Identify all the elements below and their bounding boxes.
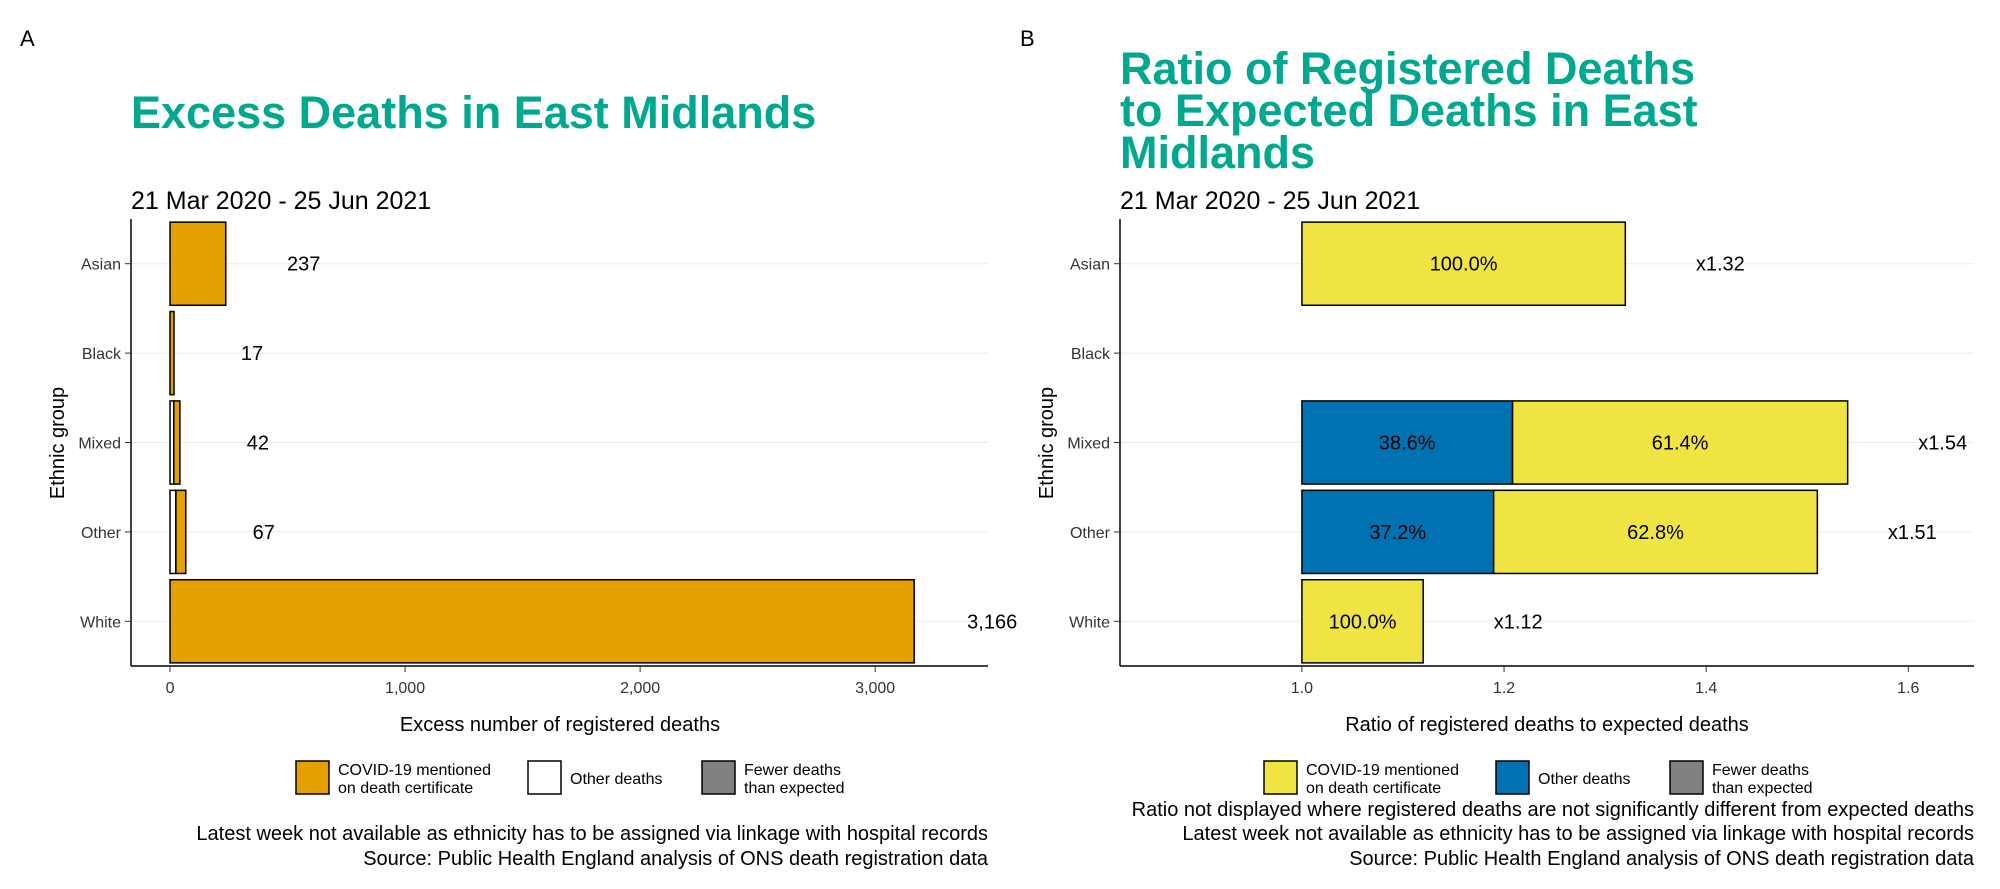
panel-a-x-axis-title: Excess number of registered deaths: [400, 714, 720, 736]
panel-b-share-label: 37.2%: [1369, 522, 1426, 544]
panel-b-share-label: 62.8%: [1627, 522, 1684, 544]
panel-b-legend-swatch: [1263, 760, 1298, 795]
panel-b-y-axis-title: Ethnic group: [1036, 387, 1058, 499]
panel-a-legend-label: Other deaths: [570, 771, 663, 788]
panel-b-legend-label: COVID-19 mentioned: [1306, 762, 1459, 779]
panel-a-x-tick-label: 2,000: [620, 680, 660, 697]
panel-a-y-tick-label: White: [80, 614, 121, 631]
panel-a-y-tick-label: Black: [82, 346, 122, 363]
panel-b-label: B: [1020, 26, 1035, 51]
panel-a-legend-label: COVID-19 mentioned: [338, 762, 491, 779]
panel-b-plot: Asian Black Mixed Other White 1.0 1.2 1.4 1.6 100…: [1067, 219, 1974, 797]
panel-b-legend-label: than expected: [1712, 780, 1813, 797]
panel-b-title-line-1: Ratio of Registered Deaths: [1120, 43, 1695, 94]
panel-a-data-label: 3,166: [967, 611, 1017, 633]
panel-a-footnote-1: Latest week not available as ethnicity h…: [196, 823, 988, 845]
panel-b-ratio-label: x1.54: [1918, 433, 1967, 455]
panel-b-x-axis-title: Ratio of registered deaths to expected d…: [1345, 714, 1749, 736]
panel-b-ratio-label: x1.32: [1696, 254, 1745, 276]
panel-b-y-tick-label: Mixed: [1067, 436, 1110, 453]
panel-a-x-tick-label: 1,000: [385, 680, 425, 697]
panel-b-x-tick-label: 1.6: [1897, 680, 1919, 697]
panel-b-legend-label: on death certificate: [1306, 780, 1441, 797]
panel-a-legend-label: than expected: [744, 780, 845, 797]
panel-b-x-tick-label: 1.4: [1695, 680, 1717, 697]
panel-a-subtitle: 21 Mar 2020 - 25 Jun 2021: [131, 187, 431, 215]
panel-a-title: Excess Deaths in East Midlands: [131, 87, 816, 138]
panel-b-x-tick-label: 1.0: [1291, 680, 1313, 697]
panel-a-bar-white: [169, 578, 915, 664]
panel-b-y-tick-label: Black: [1071, 346, 1111, 363]
panel-a-data-label: 237: [287, 254, 320, 276]
panel-a-y-tick-label: Other: [81, 525, 122, 542]
panel-a-bar-other: [169, 489, 177, 575]
panel-a-legend-label: on death certificate: [338, 780, 473, 797]
panel-b-share-label: 100.0%: [1329, 611, 1397, 633]
panel-a-bar-black: [169, 310, 175, 396]
panel-a-data-label: 42: [247, 433, 269, 455]
panel-b-legend-swatch: [1495, 760, 1530, 795]
panel-a-bar-other: [175, 489, 187, 575]
panel-b-subtitle: 21 Mar 2020 - 25 Jun 2021: [1120, 187, 1420, 215]
panel-b-legend-label: Fewer deaths: [1712, 762, 1809, 779]
panel-a-x-tick-label: 3,000: [855, 680, 895, 697]
panel-a-plot: Asian Black Mixed Other White 0 1,000 2,000 3,00…: [78, 219, 1017, 797]
panel-b-ratio-label: x1.12: [1494, 611, 1543, 633]
panel-b-bar-mixed: [1511, 400, 1849, 485]
panel-b-ratio-label: x1.51: [1888, 522, 1937, 544]
panel-b-y-tick-label: White: [1069, 614, 1110, 631]
panel-a-y-tick-label: Asian: [81, 257, 121, 274]
panel-a-legend-label: Fewer deaths: [744, 762, 841, 779]
panel-a-x-tick-label: 0: [166, 680, 175, 697]
panel-a-y-axis-title: Ethnic group: [47, 387, 69, 499]
panel-b-share-label: 61.4%: [1652, 433, 1709, 455]
panel-b-x-tick-label: 1.2: [1493, 680, 1515, 697]
panel-b-legend-swatch: [1669, 760, 1704, 795]
panel-a-data-label: 67: [253, 522, 275, 544]
panel-a-label: A: [20, 26, 35, 51]
panel-a-data-label: 17: [241, 343, 263, 365]
panel-a-y-tick-label: Mixed: [78, 436, 121, 453]
panel-b-footnote-3: Source: Public Health England analysis o…: [1349, 848, 1975, 870]
panel-b-title-line-2: to Expected Deaths in East: [1120, 85, 1698, 136]
panel-a-legend-swatch: [295, 760, 330, 795]
panel-b-bar-asian: [1301, 221, 1627, 307]
panel-b-share-label: 100.0%: [1430, 254, 1498, 276]
panel-b-title-line-3: Midlands: [1120, 127, 1315, 178]
panel-b-footnote-2: Latest week not available as ethnicity h…: [1182, 823, 1974, 845]
panel-b-bar-other: [1492, 489, 1819, 575]
panel-a-bar-asian: [169, 221, 227, 307]
panel-b-y-tick-label: Asian: [1070, 257, 1110, 274]
panel-a-legend-swatch: [527, 760, 562, 795]
panel-a-legend-swatch: [701, 760, 736, 795]
panel-b-y-tick-label: Other: [1070, 525, 1111, 542]
panel-b-legend-label: Other deaths: [1538, 771, 1631, 788]
panel-a-bar-mixed: [173, 400, 181, 485]
panel-b-bar-white: [1301, 578, 1424, 664]
panel-a-footnote-2: Source: Public Health England analysis o…: [363, 848, 989, 870]
panel-b-footnote-1: Ratio not displayed where registered dea…: [1132, 799, 1974, 821]
panel-b-share-label: 38.6%: [1379, 433, 1436, 455]
panel-b-bar-mixed: [1301, 400, 1514, 485]
